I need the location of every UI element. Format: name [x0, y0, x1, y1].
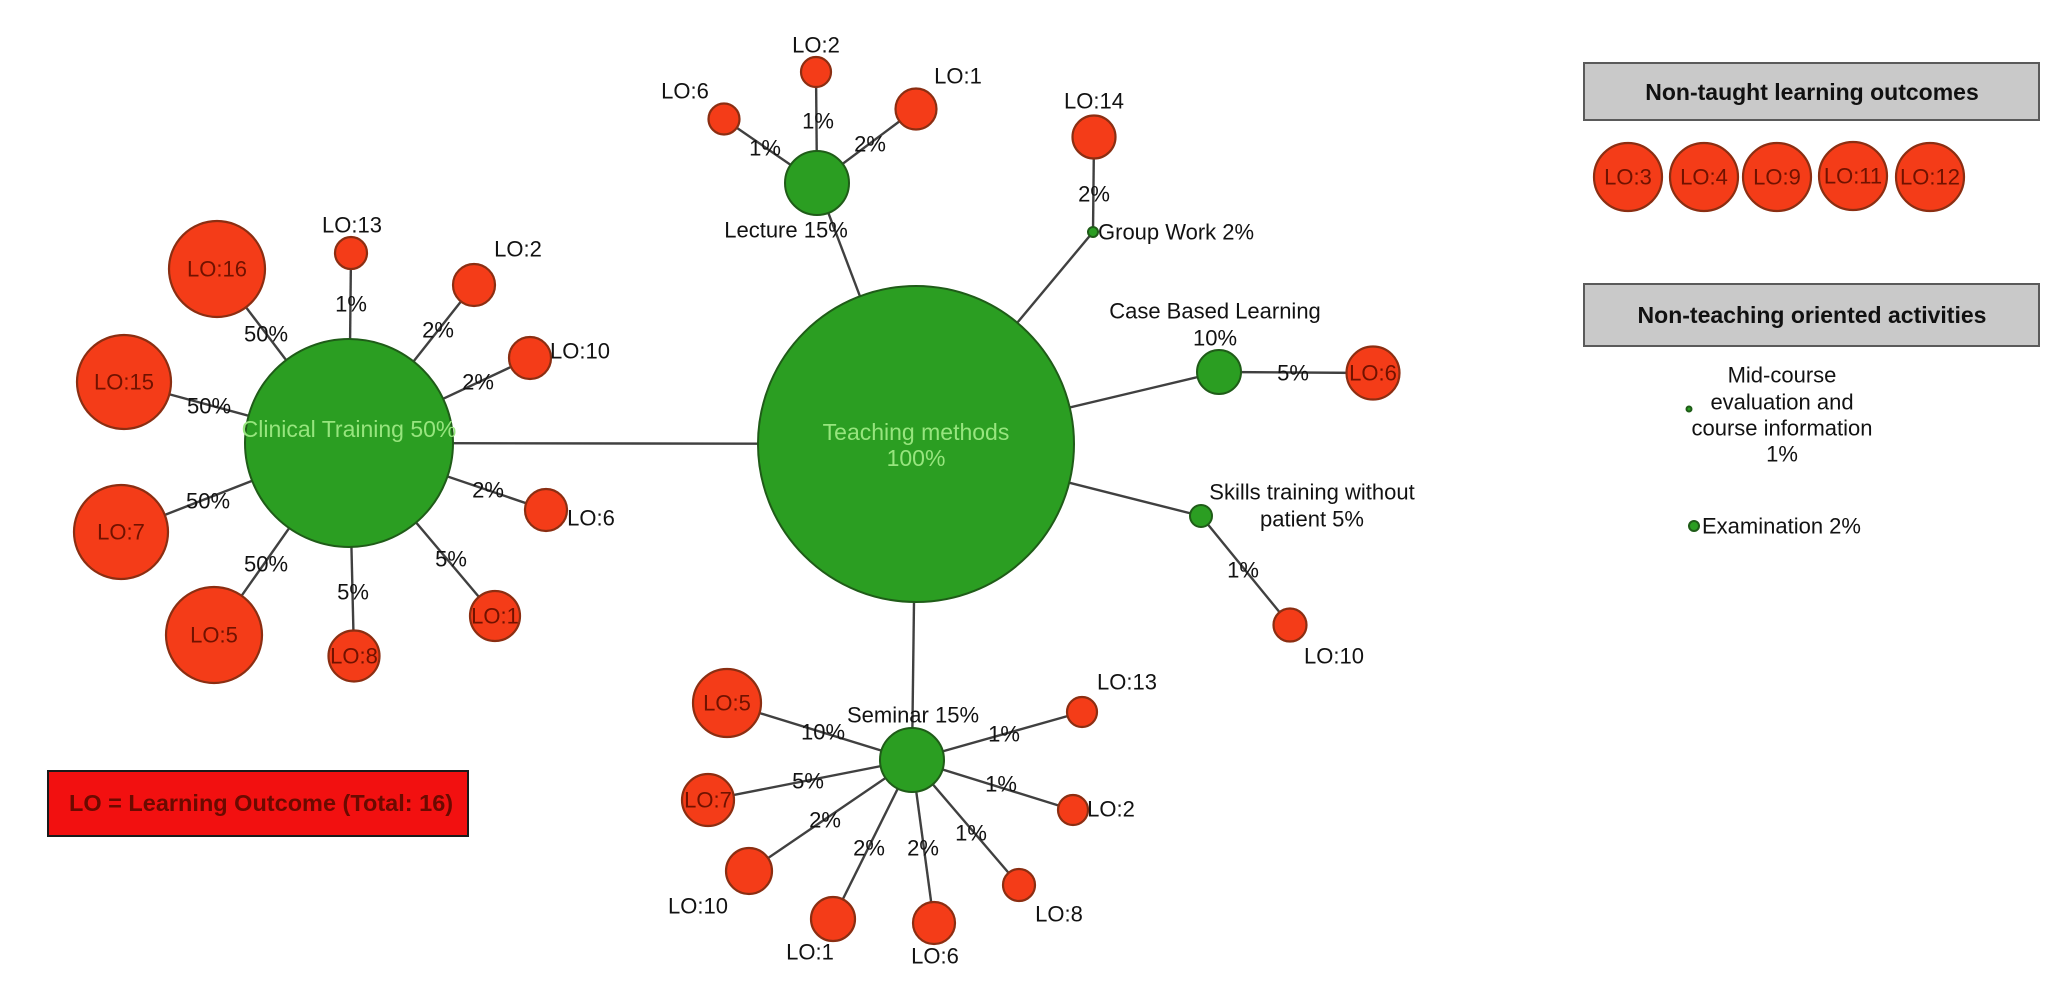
- svg-text:LO:7: LO:7: [97, 520, 145, 545]
- svg-text:LO:6: LO:6: [567, 506, 615, 531]
- svg-text:course information: course information: [1692, 416, 1873, 441]
- svg-text:1%: 1%: [335, 292, 367, 317]
- svg-text:LO:8: LO:8: [330, 644, 378, 669]
- svg-text:2%: 2%: [462, 370, 494, 395]
- svg-text:Non-taught learning outcomes: Non-taught learning outcomes: [1645, 79, 1979, 105]
- svg-text:LO:5: LO:5: [703, 691, 751, 716]
- svg-text:100%: 100%: [887, 445, 946, 471]
- svg-text:Examination 2%: Examination 2%: [1702, 514, 1861, 539]
- svg-text:LO:5: LO:5: [190, 623, 238, 648]
- svg-text:LO:3: LO:3: [1604, 165, 1652, 190]
- svg-text:LO:11: LO:11: [1824, 164, 1882, 189]
- svg-text:LO:1: LO:1: [786, 940, 834, 965]
- svg-text:50%: 50%: [244, 322, 288, 347]
- svg-text:2%: 2%: [907, 836, 939, 861]
- svg-text:1%: 1%: [988, 722, 1020, 747]
- svg-text:LO:10: LO:10: [1304, 644, 1364, 669]
- svg-text:1%: 1%: [802, 109, 834, 134]
- svg-text:Group Work 2%: Group Work 2%: [1098, 220, 1254, 245]
- svg-text:Non-teaching oriented activiti: Non-teaching oriented activities: [1638, 302, 1987, 328]
- svg-text:1%: 1%: [1227, 558, 1259, 583]
- svg-text:LO:1: LO:1: [934, 64, 982, 89]
- svg-text:LO:2: LO:2: [494, 237, 542, 262]
- svg-text:LO:16: LO:16: [187, 257, 247, 282]
- svg-text:2%: 2%: [809, 808, 841, 833]
- svg-text:evaluation and: evaluation and: [1710, 390, 1853, 415]
- svg-text:LO:13: LO:13: [322, 213, 382, 238]
- svg-text:2%: 2%: [422, 318, 454, 343]
- svg-text:LO:2: LO:2: [792, 33, 840, 58]
- svg-text:LO:10: LO:10: [550, 339, 610, 364]
- svg-text:10%: 10%: [1193, 326, 1237, 351]
- svg-text:5%: 5%: [337, 580, 369, 605]
- svg-text:LO:6: LO:6: [911, 944, 959, 969]
- svg-text:patient 5%: patient 5%: [1260, 507, 1364, 532]
- svg-text:LO:14: LO:14: [1064, 89, 1124, 114]
- svg-text:2%: 2%: [854, 132, 886, 157]
- svg-text:5%: 5%: [435, 547, 467, 572]
- svg-text:LO:8: LO:8: [1035, 902, 1083, 927]
- svg-text:Seminar 15%: Seminar 15%: [847, 703, 979, 728]
- svg-text:Clinical Training 50%: Clinical Training 50%: [242, 416, 457, 442]
- svg-text:LO:4: LO:4: [1680, 165, 1728, 190]
- svg-text:LO:2: LO:2: [1087, 797, 1135, 822]
- svg-text:Skills training without: Skills training without: [1209, 480, 1414, 505]
- svg-text:LO:1: LO:1: [471, 604, 519, 629]
- svg-text:10%: 10%: [801, 720, 845, 745]
- svg-text:5%: 5%: [1277, 361, 1309, 386]
- svg-text:Mid-course: Mid-course: [1728, 363, 1837, 388]
- svg-text:2%: 2%: [472, 478, 504, 503]
- svg-text:Teaching methods: Teaching methods: [823, 419, 1010, 445]
- svg-text:1%: 1%: [1766, 442, 1798, 467]
- svg-text:2%: 2%: [1078, 182, 1110, 207]
- svg-text:50%: 50%: [187, 394, 231, 419]
- svg-text:LO = Learning Outcome (Total:: LO = Learning Outcome (Total: 16): [69, 790, 453, 816]
- svg-text:LO:10: LO:10: [668, 894, 728, 919]
- svg-text:50%: 50%: [244, 552, 288, 577]
- svg-text:1%: 1%: [955, 821, 987, 846]
- svg-text:5%: 5%: [792, 769, 824, 794]
- svg-text:1%: 1%: [749, 136, 781, 161]
- svg-text:LO:7: LO:7: [684, 788, 732, 813]
- svg-text:2%: 2%: [853, 836, 885, 861]
- svg-text:LO:13: LO:13: [1097, 670, 1157, 695]
- svg-text:LO:6: LO:6: [661, 79, 709, 104]
- svg-text:LO:12: LO:12: [1900, 165, 1960, 190]
- svg-text:LO:6: LO:6: [1349, 361, 1397, 386]
- svg-text:LO:9: LO:9: [1753, 165, 1801, 190]
- svg-text:Lecture 15%: Lecture 15%: [724, 218, 848, 243]
- svg-text:50%: 50%: [186, 489, 230, 514]
- svg-text:1%: 1%: [985, 772, 1017, 797]
- svg-text:LO:15: LO:15: [94, 370, 154, 395]
- svg-text:Case Based Learning: Case Based Learning: [1109, 299, 1321, 324]
